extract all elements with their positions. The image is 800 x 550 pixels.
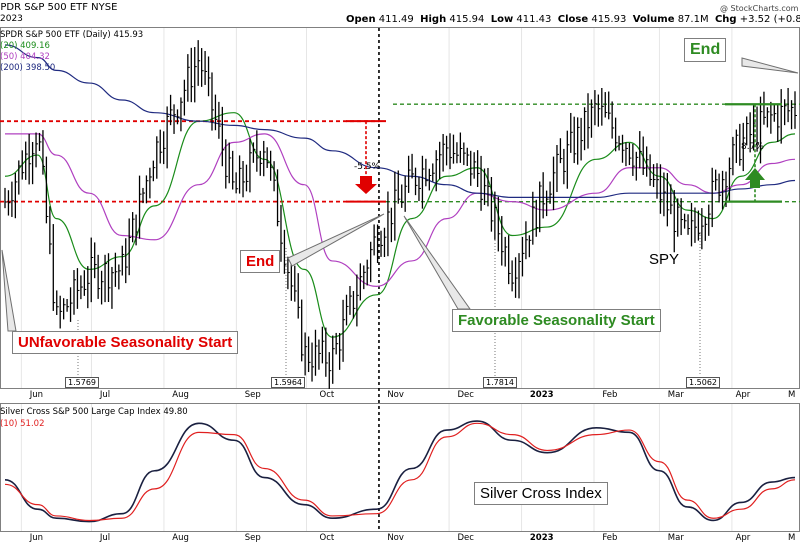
x-tick-label-lower: Apr [735, 533, 751, 543]
x-tick-label-lower: Aug [172, 533, 189, 543]
silver-cross-callout: Silver Cross Index [474, 482, 608, 505]
down-arrow-icon [355, 176, 377, 194]
x-tick-label-upper: Oct [319, 390, 335, 400]
x-tick-label-upper: M [788, 390, 796, 400]
x-tick-label-upper: Apr [735, 390, 751, 400]
value-box-3: 1.7814 [483, 377, 517, 388]
x-tick-label-lower: Feb [602, 533, 618, 543]
x-tick-label-upper: Dec [457, 390, 474, 400]
lower-ma-legend: (10) 51.02 [0, 419, 45, 429]
value-box-4: 1.5062 [686, 377, 720, 388]
x-tick-label-upper: 2023 [529, 390, 554, 400]
end-callout-green: End [684, 38, 727, 62]
x-tick-label-lower: Dec [457, 533, 474, 543]
silver-cross-line [4, 420, 796, 523]
x-tick-label-upper: Jun [29, 390, 43, 400]
ohlc-line: Open 411.49 High 415.94 Low 411.43 Close… [346, 14, 800, 25]
x-tick-label-upper: Nov [387, 390, 404, 400]
legend-ma20: (20) 409.16 [0, 41, 50, 51]
silver-cross-lines [4, 420, 796, 523]
x-tick-label-lower: Jul [99, 533, 111, 543]
favorable-callout: Favorable Seasonality Start [452, 309, 661, 332]
x-tick-label-lower: Oct [319, 533, 335, 543]
value-box-1: 1.5769 [65, 377, 99, 388]
spy-callout: SPY [649, 251, 680, 268]
legend-ma200: (200) 398.50 [0, 63, 56, 73]
symbol-line: SPDR S&P 500 ETF NYSE [0, 2, 118, 13]
end-callout-red: End [240, 250, 281, 273]
unfavorable-callout: UNfavorable Seasonality Start [12, 331, 239, 354]
value-box-2: 1.5964 [271, 377, 305, 388]
x-tick-label-upper: Aug [172, 390, 189, 400]
pct-down-label: -5.5% [354, 162, 381, 172]
watermark: @ StockCharts.com [720, 4, 799, 13]
x-tick-label-upper: Sep [244, 390, 261, 400]
legend-ma50: (50) 404.32 [0, 52, 50, 62]
x-tick-label-upper: Jul [99, 390, 111, 400]
up-arrow-icon [745, 168, 765, 188]
silver-cross-ma-line [4, 422, 796, 522]
x-tick-label-lower: M [788, 533, 796, 543]
end-green-pointer [741, 57, 799, 74]
end-red-pointer [287, 213, 385, 267]
x-tick-label-upper: Mar [667, 390, 684, 400]
x-tick-label-lower: Sep [244, 533, 261, 543]
x-tick-label-lower: 2023 [529, 533, 554, 543]
pct-up-label: 8.7% [741, 142, 764, 152]
x-tick-label-lower: Jun [29, 533, 43, 543]
x-tick-label-lower: Mar [667, 533, 684, 543]
ma50-line [5, 133, 796, 287]
legend-main: SPDR S&P 500 ETF (Daily) 415.93 [0, 30, 144, 40]
x-tick-label-lower: Nov [387, 533, 404, 543]
lower-title: Silver Cross S&P 500 Large Cap Index 49.… [0, 407, 188, 417]
price-bars [4, 40, 797, 389]
header-date: 2023 [0, 14, 23, 24]
x-tick-label-upper: Feb [602, 390, 618, 400]
